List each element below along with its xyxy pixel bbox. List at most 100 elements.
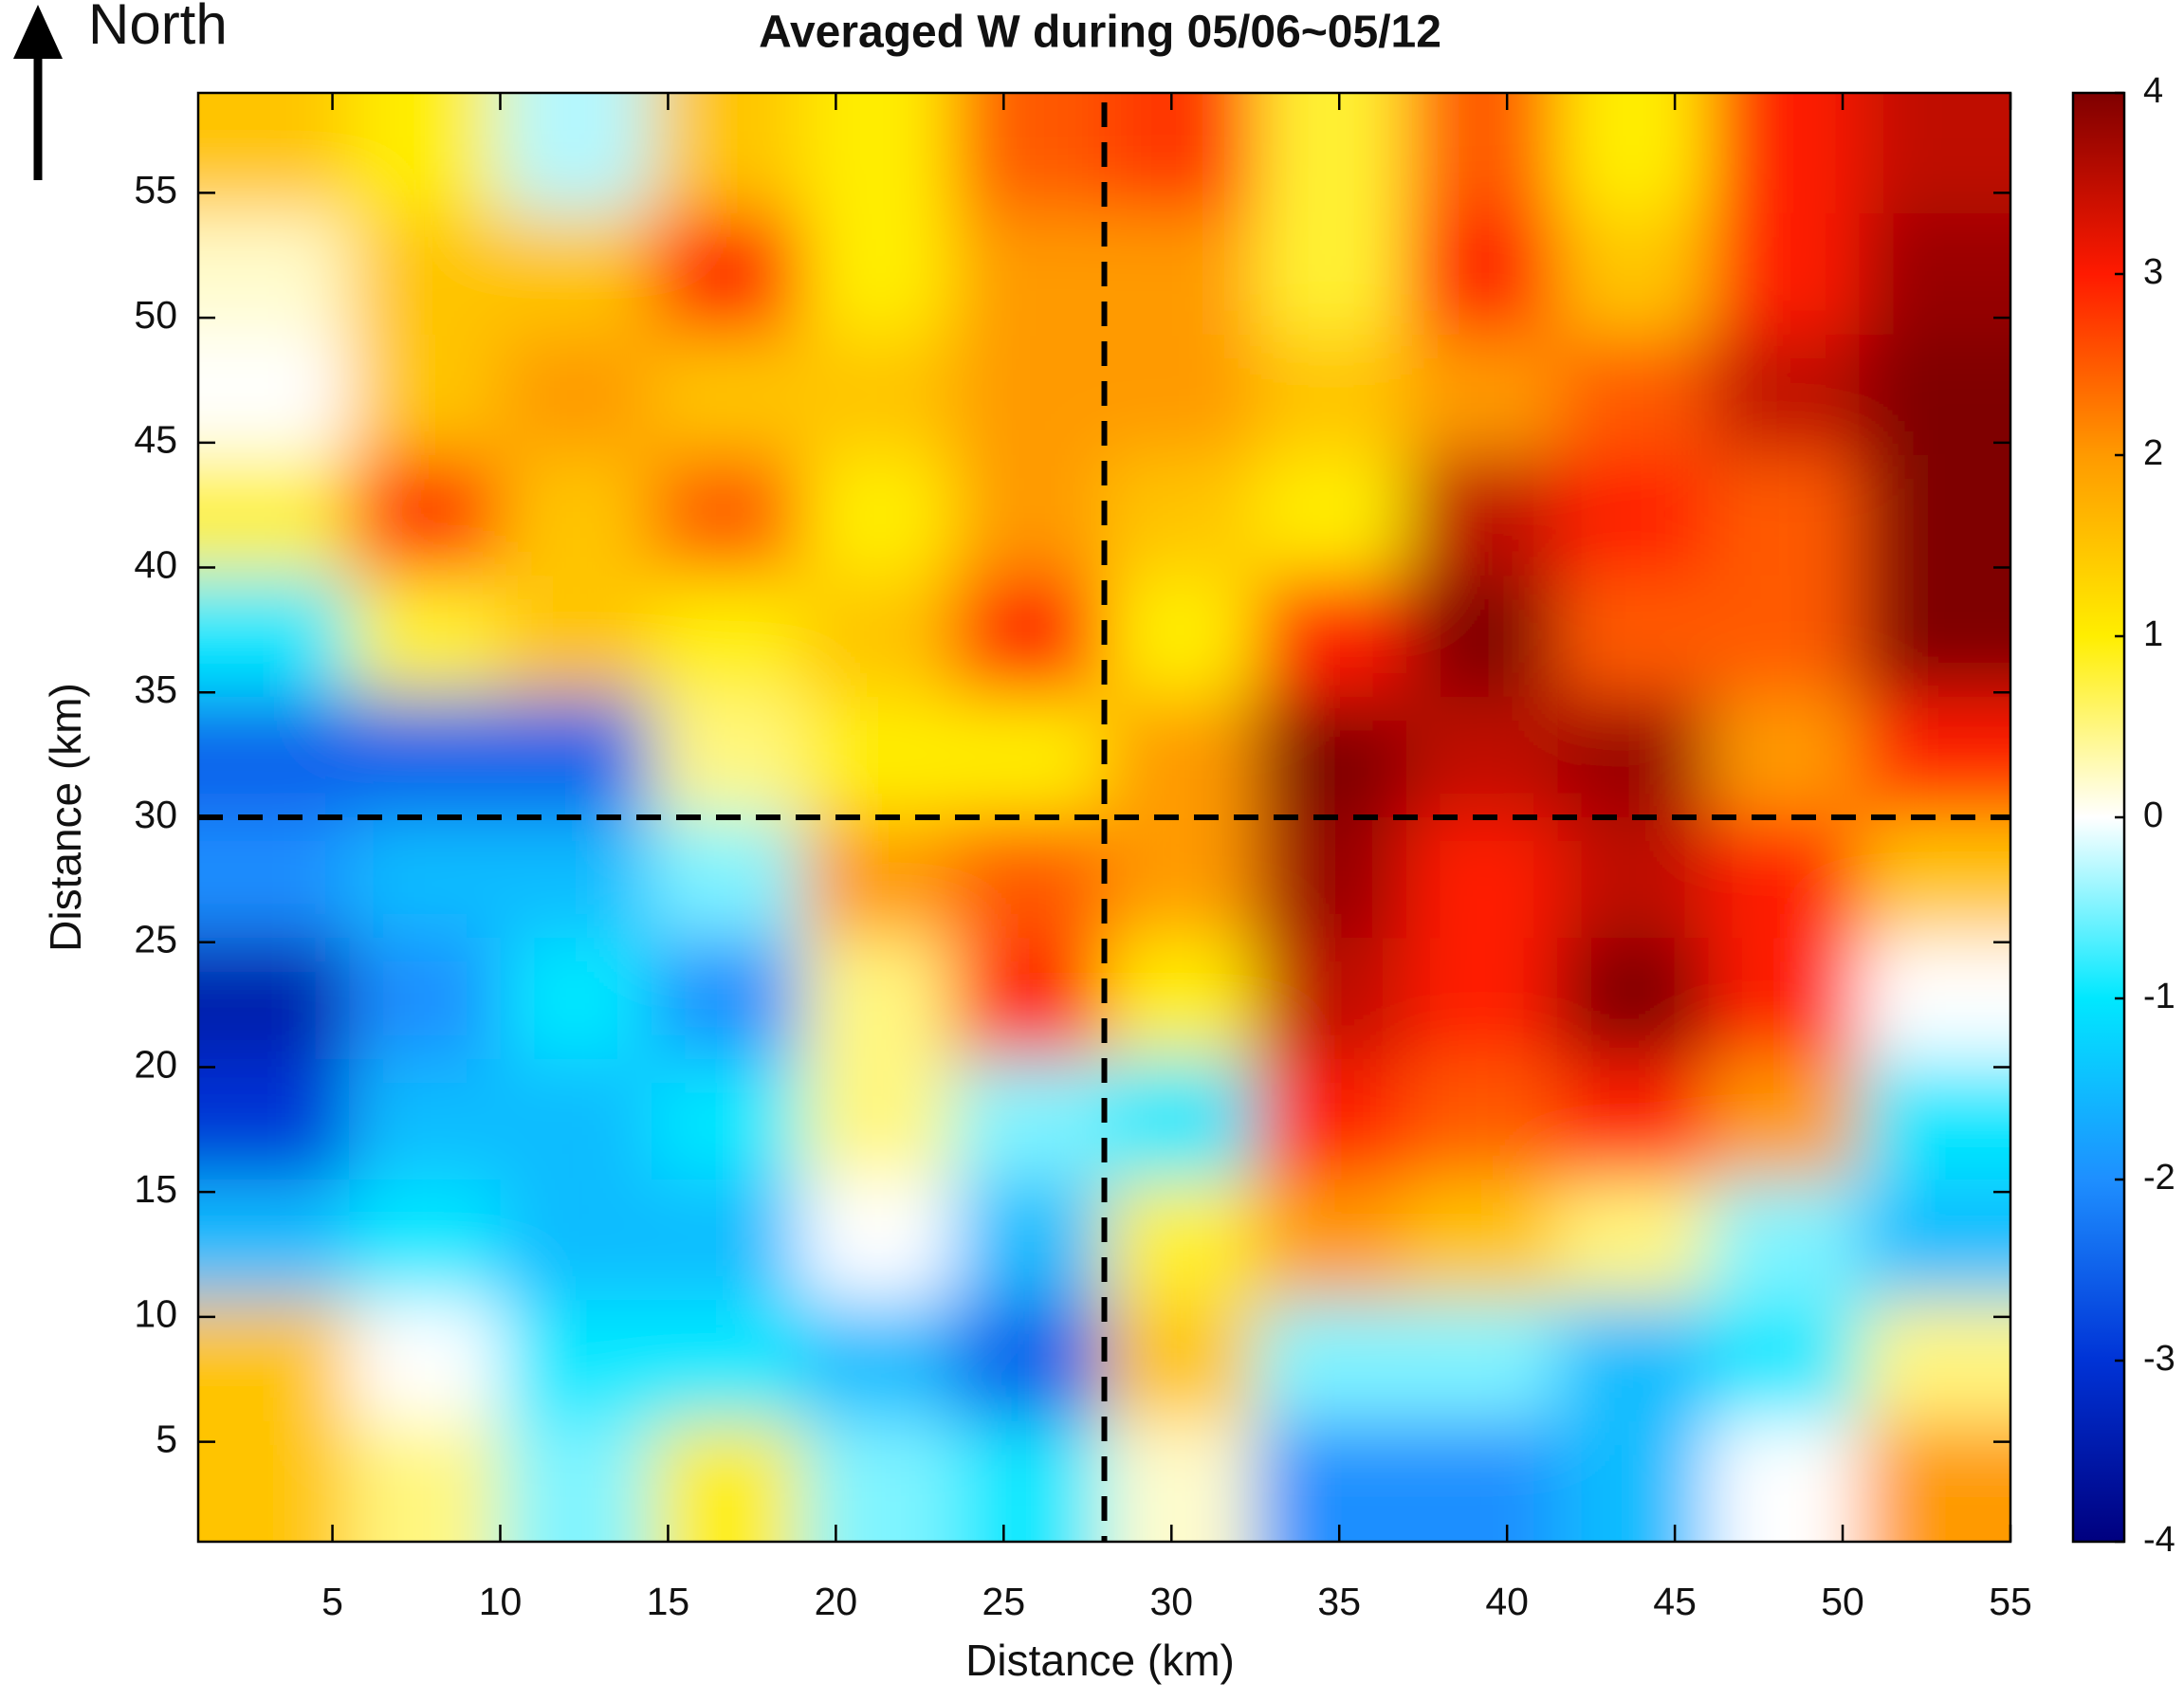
x-tick-label: 35	[1317, 1580, 1361, 1623]
heatmap-cell	[1708, 1420, 1861, 1542]
colorbar-tick-label: 0	[2143, 796, 2163, 835]
heatmap-cell	[651, 455, 803, 576]
heatmap-cell	[1406, 213, 1558, 336]
heatmap-cell	[953, 1420, 1105, 1542]
heatmap-cell	[1557, 93, 1709, 214]
y-tick-label: 5	[156, 1417, 177, 1460]
heatmap-cell	[1255, 696, 1407, 818]
y-tick-label: 25	[134, 918, 177, 961]
heatmap-cell	[500, 576, 652, 698]
x-tick-label: 30	[1149, 1580, 1193, 1623]
heatmap-cell	[651, 1058, 803, 1180]
heatmap-cell	[198, 938, 350, 1060]
y-axis-label: Distance (km)	[41, 683, 90, 952]
heatmap-cell	[802, 1420, 954, 1542]
heatmap-cell	[198, 93, 350, 214]
heatmap-cell	[198, 817, 350, 939]
heatmap-cell	[198, 213, 350, 336]
heatmap-cell	[349, 93, 501, 214]
heatmap-cell	[1557, 696, 1709, 818]
heatmap-cell	[1859, 576, 2010, 698]
heatmap-cell	[651, 1300, 803, 1422]
heatmap-cell	[1255, 93, 1407, 214]
heatmap-cell	[1708, 576, 1861, 698]
heatmap-cell	[953, 455, 1105, 576]
heatmap-cell	[1406, 93, 1558, 214]
heatmap-cell	[349, 1058, 501, 1180]
heatmap-cell	[1406, 334, 1558, 456]
heatmap-cell	[1104, 455, 1257, 576]
heatmap-cell	[349, 576, 501, 698]
colorbar-tick-label: 4	[2143, 71, 2163, 111]
heatmap-cell	[1708, 817, 1861, 939]
x-tick-label: 25	[982, 1580, 1026, 1623]
overlay: 5 10 15 20 25 30 35 40 45 50 555101520253035404550…	[134, 71, 2175, 1623]
colorbar-tick-label: -4	[2143, 1520, 2175, 1560]
x-tick-label: 55	[1989, 1580, 2032, 1623]
heatmap-cell	[1557, 817, 1709, 939]
heatmap-cell	[1104, 1420, 1257, 1542]
heatmap-cell	[953, 817, 1105, 939]
heatmap-cell	[349, 334, 501, 456]
heatmap-cell	[198, 576, 350, 698]
y-tick-label: 55	[134, 168, 177, 211]
heatmap-cell	[1255, 576, 1407, 698]
x-tick-label: 45	[1653, 1580, 1697, 1623]
y-tick-label: 35	[134, 668, 177, 711]
heatmap-cell	[1708, 1300, 1861, 1422]
heatmap-cell	[953, 213, 1105, 336]
heatmap-cell	[953, 93, 1105, 214]
heatmap-cell	[1255, 938, 1407, 1060]
heatmap-cell	[802, 334, 954, 456]
heatmap-cell	[349, 1300, 501, 1422]
heatmap-cell	[1406, 576, 1558, 698]
x-axis-label: Distance (km)	[965, 1636, 1235, 1685]
colorbar-tick-label: -3	[2143, 1339, 2175, 1379]
y-tick-label: 50	[134, 293, 177, 337]
x-tick-label: 10	[479, 1580, 523, 1623]
north-arrow-head	[13, 5, 63, 59]
heatmap-cell	[1859, 1058, 2010, 1180]
heatmap-cell	[651, 696, 803, 818]
chart-title: Averaged W during 05/06~05/12	[759, 8, 1441, 58]
heatmap-cell	[1708, 938, 1861, 1060]
heatmap-cell	[1255, 1058, 1407, 1180]
heatmap-cell	[1859, 455, 2010, 576]
heatmap-cell	[1557, 213, 1709, 336]
heatmap-cell	[1557, 576, 1709, 698]
heatmap-cell	[1557, 455, 1709, 576]
heatmap-cell	[1708, 455, 1861, 576]
heatmap-cell	[1255, 817, 1407, 939]
heatmap-cell	[1255, 1180, 1407, 1301]
heatmap-cell	[1406, 1180, 1558, 1301]
x-tick-label: 40	[1485, 1580, 1529, 1623]
heatmap-cell	[1104, 1300, 1257, 1422]
heatmap-cell	[1104, 1058, 1257, 1180]
heatmap-cell	[198, 1180, 350, 1301]
heatmap-cell	[1104, 213, 1257, 336]
heatmap-cell	[1859, 93, 2010, 214]
heatmap	[198, 93, 2010, 1542]
heatmap-cell	[500, 696, 652, 818]
heatmap-cell	[651, 1420, 803, 1542]
heatmap-cell	[802, 696, 954, 818]
heatmap-cell	[198, 1300, 350, 1422]
heatmap-cell	[1104, 938, 1257, 1060]
heatmap-cell	[500, 1300, 652, 1422]
heatmap-cell	[1708, 334, 1861, 456]
heatmap-cell	[500, 213, 652, 336]
colorbar-tick-label: 3	[2143, 252, 2163, 292]
heatmap-cell	[1406, 696, 1558, 818]
heatmap-cell	[1557, 1180, 1709, 1301]
heatmap-cell	[500, 1180, 652, 1301]
heatmap-cell	[802, 1300, 954, 1422]
heatmap-cell	[500, 93, 652, 214]
heatmap-cell	[1104, 1180, 1257, 1301]
heatmap-cell	[198, 1058, 350, 1180]
x-tick-label: 15	[647, 1580, 690, 1623]
heatmap-field	[198, 93, 2010, 1542]
heatmap-cell	[1708, 213, 1861, 336]
heatmap-cell	[1557, 1300, 1709, 1422]
heatmap-cell	[651, 938, 803, 1060]
